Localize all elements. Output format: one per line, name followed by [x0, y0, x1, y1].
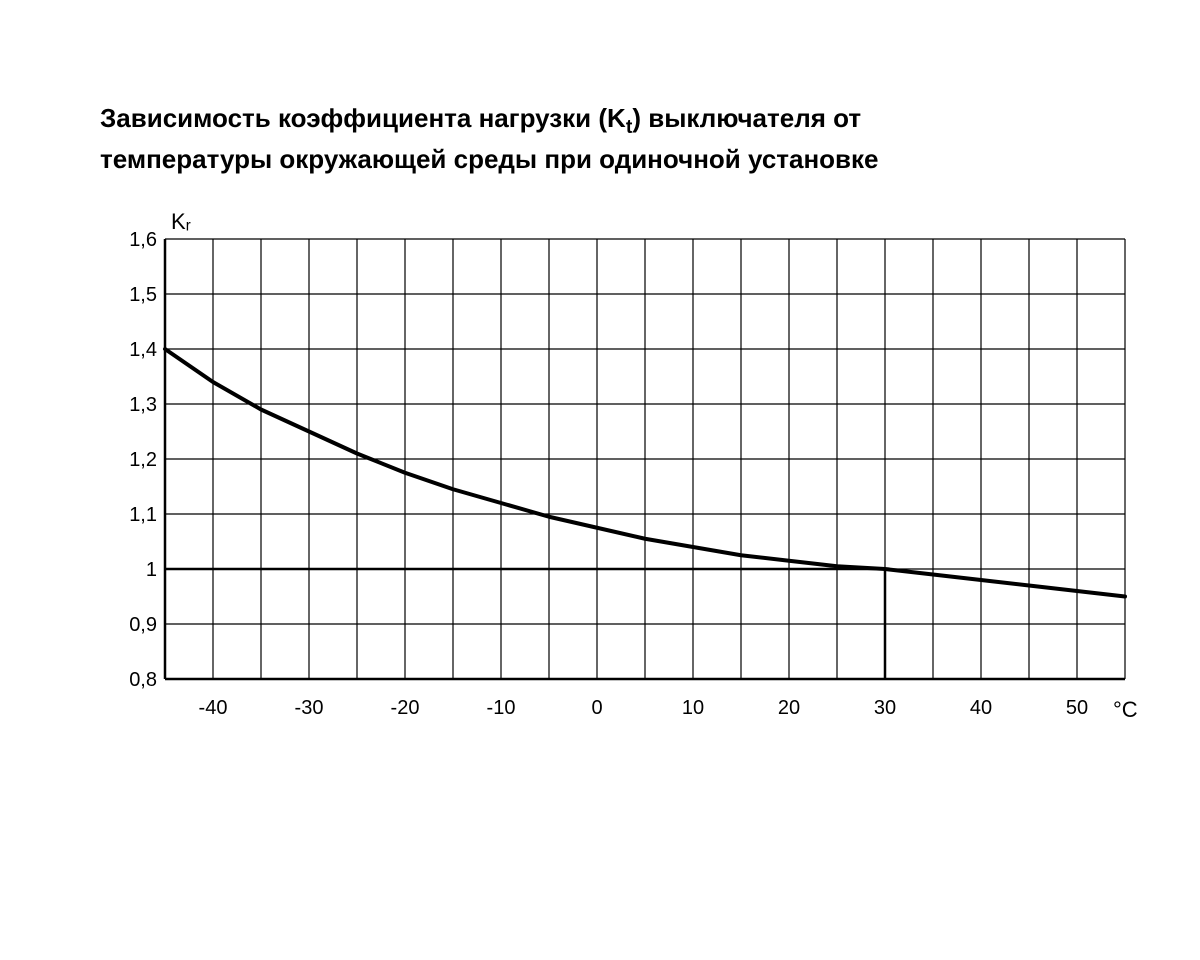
- x-tick-label: 30: [855, 697, 915, 720]
- y-tick-label: 1,3: [105, 394, 157, 417]
- chart-title: Зависимость коэффициента нагрузки (Kt) в…: [100, 100, 1130, 179]
- x-tick-label: -20: [375, 697, 435, 720]
- y-tick-label: 0,9: [105, 614, 157, 637]
- title-line2: температуры окружающей среды при одиночн…: [100, 141, 1130, 179]
- y-tick-label: 1,6: [105, 229, 157, 252]
- x-tick-label: 0: [567, 697, 627, 720]
- y-tick-label: 1: [105, 559, 157, 582]
- y-tick-label: 1,5: [105, 284, 157, 307]
- x-tick-label: 40: [951, 697, 1011, 720]
- x-tick-label: 10: [663, 697, 723, 720]
- x-tick-label: 20: [759, 697, 819, 720]
- y-axis-label: Kᵣ: [171, 209, 191, 235]
- y-tick-label: 1,4: [105, 339, 157, 362]
- x-tick-label: -30: [279, 697, 339, 720]
- y-tick-label: 0,8: [105, 669, 157, 692]
- chart-plot: [105, 204, 1165, 739]
- x-axis-unit: °C: [1113, 697, 1138, 723]
- y-tick-label: 1,1: [105, 504, 157, 527]
- x-tick-label: -10: [471, 697, 531, 720]
- x-tick-label: 50: [1047, 697, 1107, 720]
- chart-container: Kᵣ 0,8 0,9 1 1,1 1,2 1,3 1,4 1,5 1,6 -40 -30 -20 -1…: [105, 204, 1130, 739]
- x-tick-label: -40: [183, 697, 243, 720]
- title-line1-b: ) выключателя от: [632, 103, 861, 133]
- title-line1-a: Зависимость коэффициента нагрузки (K: [100, 103, 626, 133]
- y-tick-label: 1,2: [105, 449, 157, 472]
